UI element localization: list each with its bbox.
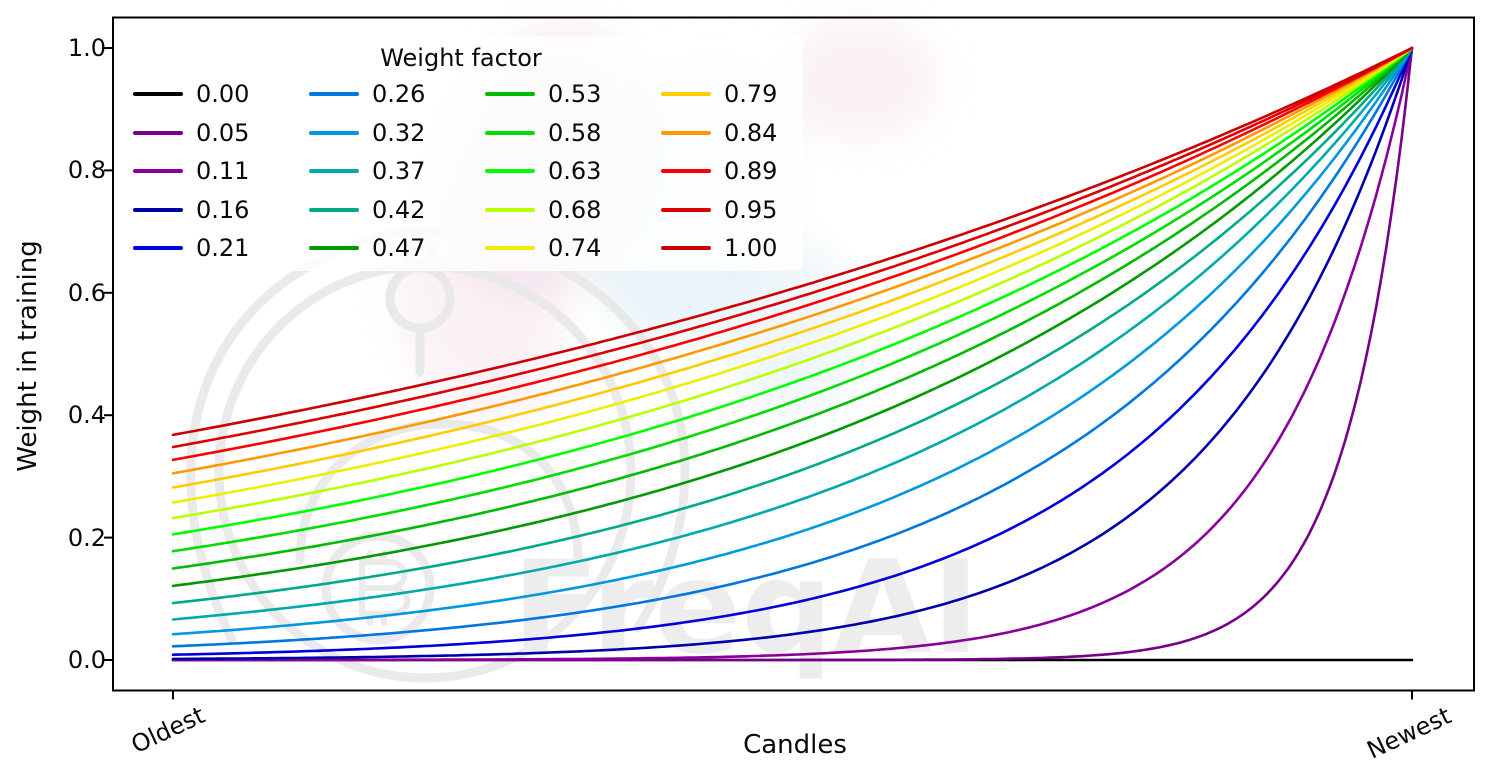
legend-label: 0.32	[372, 118, 426, 147]
curve-wf-0.89	[171, 46, 1414, 462]
curve-wf-0.53	[171, 46, 1414, 570]
legend-entry: 0.95	[661, 198, 837, 222]
legend-label: 0.63	[548, 157, 602, 186]
legend-label: 0.11	[196, 157, 250, 186]
y-tick-label-1.0: 1.0	[67, 34, 106, 62]
legend-entry: 0.26	[309, 82, 485, 106]
legend-label: 0.21	[196, 234, 250, 263]
legend-swatch-icon	[661, 92, 711, 97]
legend-label: 0.37	[372, 157, 426, 186]
legend: Weight factor 0.00 0.05 0.11 0.16 0.21 0.26 0.…	[119, 36, 803, 271]
legend-label: 0.53	[548, 80, 602, 109]
legend-entry: 0.11	[133, 159, 309, 183]
legend-entry: 0.42	[309, 198, 485, 222]
legend-label: 0.26	[372, 80, 426, 109]
legend-entry: 0.00	[133, 82, 309, 106]
legend-label: 0.16	[196, 195, 250, 224]
curve-wf-0.26	[171, 46, 1414, 648]
legend-swatch-icon	[309, 169, 359, 174]
legend-entry: 0.89	[661, 159, 837, 183]
legend-swatch-icon	[485, 246, 535, 251]
curve-wf-0.74	[171, 46, 1414, 504]
legend-entry: 0.47	[309, 236, 485, 260]
curve-wf-0.21	[171, 46, 1414, 656]
legend-entry: 0.68	[485, 198, 661, 222]
legend-label: 0.05	[196, 118, 250, 147]
legend-label: 0.95	[724, 195, 778, 224]
legend-entry: 0.53	[485, 82, 661, 106]
legend-label: 0.58	[548, 118, 602, 147]
legend-entry: 0.74	[485, 236, 661, 260]
legend-swatch-icon	[485, 207, 535, 212]
x-axis-label: Candles	[743, 730, 847, 760]
legend-entry: 0.32	[309, 121, 485, 145]
legend-grid: 0.00 0.05 0.11 0.16 0.21 0.26 0.32 0.37 0.42 0.47…	[119, 75, 803, 268]
curve-wf-0.42	[171, 46, 1414, 605]
legend-title: Weight factor	[380, 44, 542, 72]
curve-wf-0.16	[171, 46, 1414, 661]
curve-wf-0.79	[171, 46, 1414, 489]
legend-label: 0.68	[548, 195, 602, 224]
legend-entry: 0.79	[661, 82, 837, 106]
legend-swatch-icon	[485, 130, 535, 135]
legend-label: 0.47	[372, 234, 426, 263]
legend-swatch-icon	[133, 130, 183, 135]
legend-label: 0.00	[196, 80, 250, 109]
y-tick-label-0.8: 0.8	[67, 156, 106, 185]
legend-label: 0.74	[548, 234, 602, 263]
curve-wf-0.58	[171, 46, 1414, 553]
legend-swatch-icon	[309, 92, 359, 97]
legend-entry: 0.21	[133, 236, 309, 260]
legend-swatch-icon	[133, 92, 183, 97]
legend-swatch-icon	[133, 207, 183, 212]
legend-entry: 0.63	[485, 159, 661, 183]
legend-swatch-icon	[133, 246, 183, 251]
legend-swatch-icon	[309, 207, 359, 212]
curve-wf-1.00	[171, 46, 1414, 437]
legend-entry: 0.58	[485, 121, 661, 145]
legend-label: 0.89	[724, 157, 778, 186]
legend-swatch-icon	[661, 246, 711, 251]
y-axis-label: Weight in training	[13, 240, 43, 472]
legend-entry: 0.84	[661, 121, 837, 145]
legend-label: 0.84	[724, 118, 778, 147]
curve-wf-0.37	[171, 46, 1414, 621]
legend-entry: 0.05	[133, 121, 309, 145]
logo-left-swirl-icon	[186, 245, 347, 645]
legend-swatch-icon	[485, 92, 535, 97]
y-tick-label-0.0: 0.0	[67, 646, 106, 674]
curve-wf-0.68	[171, 46, 1414, 520]
legend-swatch-icon	[661, 169, 711, 174]
legend-label: 0.79	[724, 80, 778, 109]
legend-label: 1.00	[724, 234, 778, 263]
legend-label: 0.42	[372, 195, 426, 224]
curve-wf-0.84	[171, 46, 1414, 475]
curve-wf-0.47	[171, 46, 1414, 588]
curve-wf-0.95	[171, 46, 1414, 449]
legend-entry: 0.37	[309, 159, 485, 183]
legend-entry: 1.00	[661, 236, 837, 260]
y-tick-label-0.4: 0.4	[67, 401, 106, 430]
curve-wf-0.11	[171, 46, 1414, 662]
y-tick-label-0.2: 0.2	[67, 523, 106, 552]
legend-swatch-icon	[661, 207, 711, 212]
legend-swatch-icon	[133, 169, 183, 174]
curves-group	[171, 46, 1414, 662]
legend-swatch-icon	[309, 130, 359, 135]
curve-wf-0.32	[171, 46, 1414, 636]
curve-wf-0.63	[171, 46, 1414, 536]
legend-swatch-icon	[661, 130, 711, 135]
legend-entry: 0.16	[133, 198, 309, 222]
plot-frame	[112, 16, 1475, 692]
y-tick-label-0.6: 0.6	[67, 278, 106, 307]
legend-swatch-icon	[485, 169, 535, 174]
legend-swatch-icon	[309, 246, 359, 251]
